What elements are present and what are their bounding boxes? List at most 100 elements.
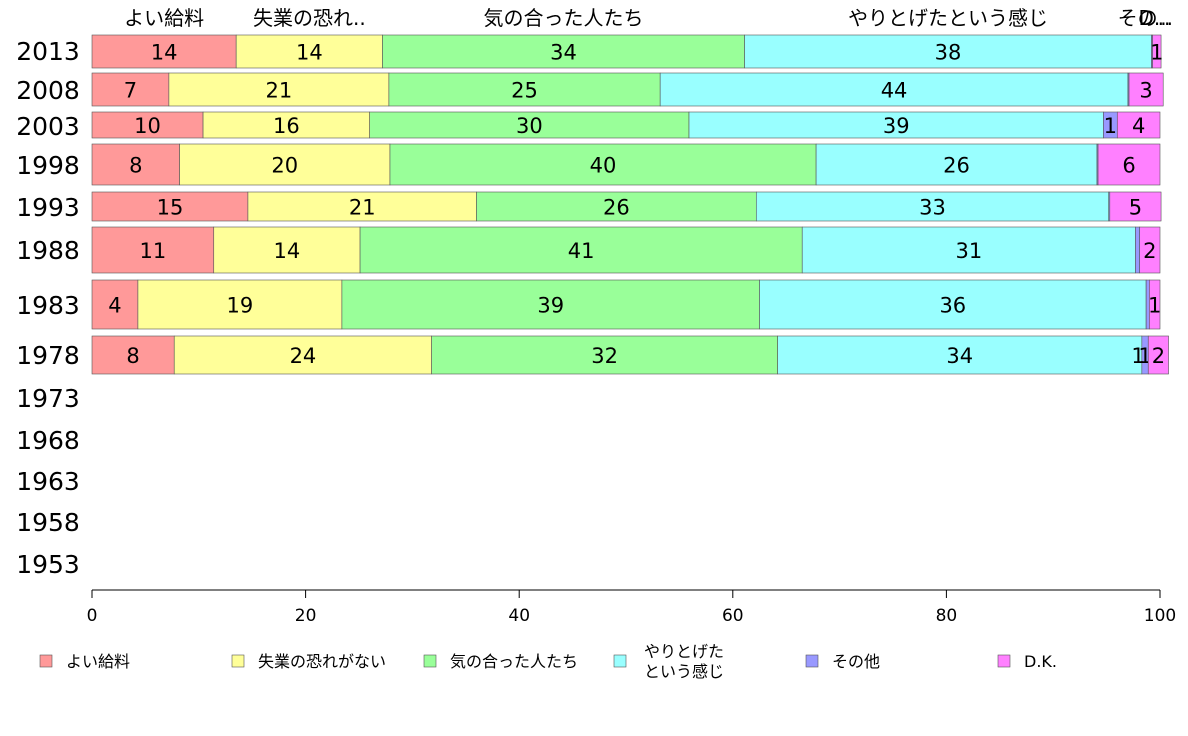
bar-segment-1978-1 <box>173 335 432 375</box>
data-label-2008-3: 44 <box>881 79 908 103</box>
legend-swatch-3 <box>613 654 627 668</box>
data-label-1998-2: 40 <box>590 154 617 178</box>
bar-area: 14 14 34 38 17 21 25 44 310 16 30 39 1 48 20 40 26 615 21 2… <box>91 34 1169 375</box>
year-label-1978: 1978 <box>16 341 80 370</box>
year-label-1983: 1983 <box>16 291 80 320</box>
top-label-2: 気の合った人たち <box>484 6 644 30</box>
bar-segment-2013-5 <box>1152 34 1162 69</box>
bar-segment-1998-2 <box>389 143 817 186</box>
bar-segment-2013-0 <box>91 34 237 69</box>
bar-segment-2008-5 <box>1128 72 1164 107</box>
bar-segment-2003-5 <box>1116 111 1161 139</box>
bar-segment-2008-3 <box>659 72 1129 107</box>
data-label-2003-1: 16 <box>273 114 300 138</box>
bar-segment-1998-5 <box>1097 143 1161 186</box>
data-label-1998-1: 20 <box>271 154 298 178</box>
bar-segment-1993-3 <box>755 191 1110 222</box>
data-label-1998-0: 8 <box>129 154 142 178</box>
bar-segment-1993-0 <box>91 191 249 222</box>
legend-label-5: D.K. <box>1024 652 1057 671</box>
data-label-1978-3: 34 <box>946 344 973 368</box>
legend-swatch-2 <box>423 654 437 668</box>
legend-swatch-4 <box>805 654 819 668</box>
year-axis-labels: 2013 2008 2003 1998 1993 1988 1983 1978 1973 1968… <box>16 37 80 579</box>
data-label-2013-0: 14 <box>151 41 178 65</box>
extra-data-label-0: 1 <box>1131 344 1144 368</box>
bar-segment-1998-0 <box>91 143 180 186</box>
data-label-2008-0: 7 <box>124 79 137 103</box>
data-label-1993-1: 21 <box>349 196 376 220</box>
legend-swatch-0 <box>39 654 53 668</box>
data-label-1988-2: 41 <box>568 239 595 263</box>
data-label-2003-5: 4 <box>1132 114 1145 138</box>
bar-segment-1993-2 <box>476 191 757 222</box>
year-label-1953: 1953 <box>16 550 80 579</box>
legend-swatch-5 <box>997 654 1011 668</box>
x-axis: 0 20 40 60 80 100 <box>87 589 1176 626</box>
top-label-4: その.. <box>1118 6 1171 30</box>
x-tick-label-100: 100 <box>1144 606 1176 626</box>
bar-segment-1988-3 <box>801 226 1136 274</box>
bar-segment-2013-1 <box>235 34 383 69</box>
year-label-1963: 1963 <box>16 467 80 496</box>
legend-label-3-line-1: という感じ <box>644 662 724 681</box>
data-label-2003-3: 39 <box>883 114 910 138</box>
year-label-2008: 2008 <box>16 76 80 105</box>
data-label-1993-3: 33 <box>919 196 946 220</box>
bar-segment-2013-3 <box>744 34 1152 69</box>
data-label-1983-0: 4 <box>108 294 121 318</box>
bar-segment-2003-2 <box>369 111 690 139</box>
bar-segment-2003-3 <box>688 111 1104 139</box>
year-label-1993: 1993 <box>16 193 80 222</box>
legend-swatch-1 <box>231 654 245 668</box>
data-label-1978-2: 32 <box>591 344 618 368</box>
bar-segment-1988-2 <box>359 226 803 274</box>
bar-segment-1978-2 <box>431 335 778 375</box>
bar-segment-1978-0 <box>91 335 175 375</box>
x-tick-label-40: 40 <box>508 606 530 626</box>
data-label-1978-5: 2 <box>1152 344 1165 368</box>
bar-segment-2008-2 <box>388 72 661 107</box>
bar-segment-1998-1 <box>179 143 391 186</box>
year-label-1958: 1958 <box>16 508 80 537</box>
x-tick-label-60: 60 <box>722 606 744 626</box>
bar-segment-2013-2 <box>382 34 745 69</box>
x-tick-label-80: 80 <box>936 606 958 626</box>
x-tick-label-20: 20 <box>295 606 317 626</box>
year-label-2003: 2003 <box>16 112 80 141</box>
bar-segment-1988-5 <box>1139 226 1161 274</box>
top-label-5: D... <box>1138 6 1172 30</box>
year-label-1988: 1988 <box>16 236 80 265</box>
data-label-2013-5: 1 <box>1150 41 1163 65</box>
data-label-1988-5: 2 <box>1143 239 1156 263</box>
data-label-1988-1: 14 <box>274 239 301 263</box>
data-label-1983-2: 39 <box>537 294 564 318</box>
data-label-1988-0: 11 <box>140 239 167 263</box>
data-label-2008-1: 21 <box>266 79 293 103</box>
year-label-2013: 2013 <box>16 37 80 66</box>
top-label-1: 失業の恐れ.. <box>253 6 366 30</box>
data-label-2008-2: 25 <box>511 79 538 103</box>
bar-segment-1983-1 <box>137 279 343 330</box>
data-label-2003-2: 30 <box>516 114 543 138</box>
year-label-1973: 1973 <box>16 384 80 413</box>
bar-segment-1988-1 <box>213 226 361 274</box>
top-label-0: よい給料 <box>124 6 204 30</box>
data-label-1998-3: 26 <box>943 154 970 178</box>
data-label-2013-2: 34 <box>550 41 577 65</box>
data-label-1983-3: 36 <box>939 294 966 318</box>
top-category-labels: よい給料 失業の恐れ.. 気の合った人たち やりとげたという感じ その..D... <box>124 6 1173 30</box>
legend: よい給料 失業の恐れがない 気の合った人たち やりとげたという感じ その他 D.K. <box>39 642 1057 681</box>
bar-segment-1988-4 <box>1135 226 1141 274</box>
year-label-1998: 1998 <box>16 151 80 180</box>
bar-segment-1978-3 <box>777 335 1143 375</box>
data-label-1978-0: 8 <box>126 344 139 368</box>
legend-label-1: 失業の恐れがない <box>258 652 386 671</box>
data-label-1978-1: 24 <box>290 344 317 368</box>
bar-segment-1978-5 <box>1147 335 1169 375</box>
bar-segment-1988-0 <box>91 226 215 274</box>
bar-segment-2008-1 <box>168 72 390 107</box>
data-label-2008-5: 3 <box>1139 79 1152 103</box>
data-label-2013-1: 14 <box>296 41 323 65</box>
